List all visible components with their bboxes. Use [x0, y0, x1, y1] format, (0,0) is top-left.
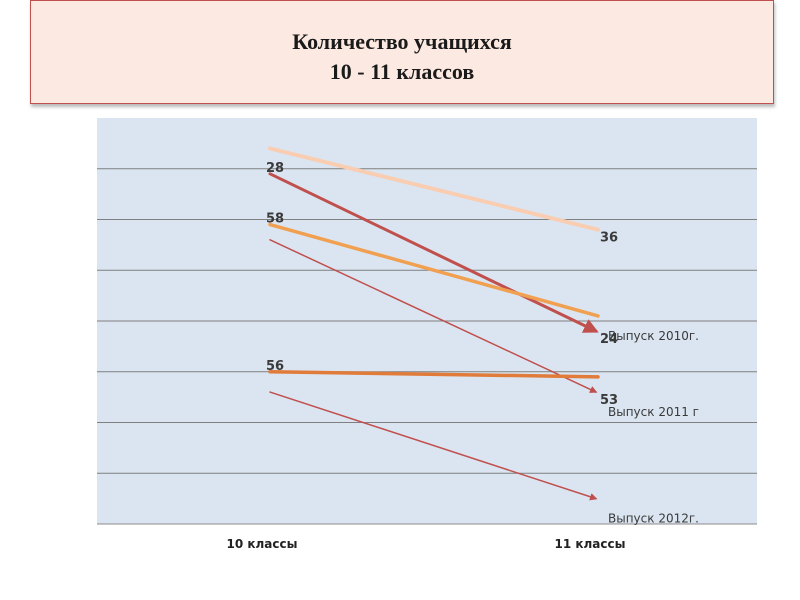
series-group [268, 146, 600, 501]
legend: Выпуск 2010г. Выпуск 2011 г Выпуск 2012г. [608, 329, 699, 526]
data-label-end: 24 [600, 332, 618, 347]
legend-entry: Выпуск 2012г. [608, 512, 699, 526]
series-line-5 [268, 370, 600, 379]
chart-title-line-1: Количество учащихся [292, 29, 512, 54]
data-labels: 36 28 24 58 53 56 [266, 161, 618, 408]
x-tick-label: 11 классы [555, 537, 626, 551]
series-line-3 [268, 222, 600, 318]
gridlines [97, 168, 757, 525]
x-axis: 10 классы 11 классы [227, 537, 626, 551]
series-line-1 [268, 146, 600, 232]
chart-title-line-2: 10 - 11 классов [329, 59, 475, 84]
title-box: Количество учащихся 10 - 11 классов [30, 0, 774, 104]
x-tick-label: 10 классы [227, 537, 298, 551]
series-line-4 [269, 239, 598, 393]
series-line-6 [269, 391, 598, 501]
legend-entry: Выпуск 2010г. [608, 329, 699, 343]
data-label-start: 28 [266, 161, 284, 176]
data-label-end: 53 [600, 393, 618, 408]
data-label-end: 36 [600, 231, 618, 246]
data-label-start: 58 [266, 212, 284, 227]
series-line-2 [268, 172, 599, 333]
data-label-start: 56 [266, 359, 284, 374]
legend-entry: Выпуск 2011 г [608, 405, 699, 419]
